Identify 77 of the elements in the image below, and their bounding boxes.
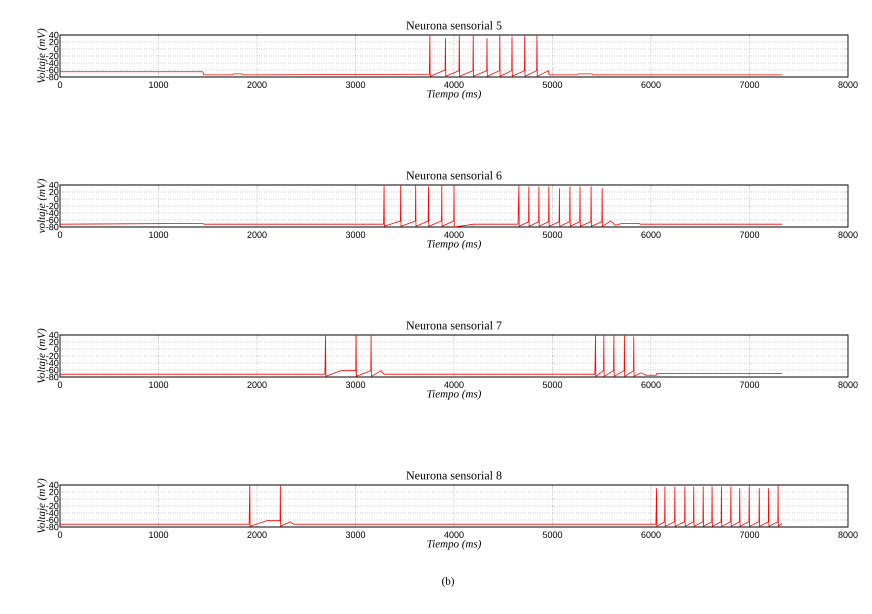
x-tick-label: 2000: [247, 532, 267, 538]
x-tick-label: 7000: [740, 82, 760, 88]
y-tick-label: -40: [46, 210, 58, 216]
y-tick-label: -20: [46, 202, 58, 210]
x-tick-label: 6000: [641, 382, 661, 388]
x-tick-label: 7000: [740, 532, 760, 538]
y-tick-label: -20: [46, 502, 58, 510]
y-tick-label: 40: [49, 32, 58, 38]
chart-title: Neurona sensorial 7: [406, 321, 502, 330]
y-axis-title: voltaje (mV): [37, 179, 48, 234]
x-tick-label: 3000: [346, 82, 366, 88]
y-tick-label: 20: [49, 188, 58, 196]
x-tick-label: 5000: [542, 82, 562, 88]
x-tick-label: 8000: [838, 382, 858, 388]
y-tick-label: 40: [49, 182, 58, 188]
y-tick-label: -60: [46, 366, 58, 374]
y-axis-title: Voltaje (mV): [37, 478, 48, 534]
x-tick-label: 4000: [444, 532, 464, 538]
chart-title: Neurona sensorial 5: [406, 21, 502, 30]
x-tick-label: 8000: [838, 82, 858, 88]
x-tick-label: 2000: [247, 382, 267, 388]
x-axis-title: Tiempo (ms): [427, 90, 481, 100]
x-tick-label: 1000: [149, 232, 168, 238]
y-tick-label: -80: [46, 374, 58, 380]
x-tick-label: 6000: [641, 232, 661, 238]
line-series: [60, 185, 782, 227]
y-tick-label: -60: [46, 516, 58, 524]
x-tick-label: 3000: [346, 532, 366, 538]
x-tick-label: 4000: [444, 232, 464, 238]
chart-title: Neurona sensorial 6: [406, 171, 502, 180]
y-tick-label: 0: [54, 496, 58, 502]
x-tick-label: 4000: [444, 82, 464, 88]
x-axis-title: Tiempo (ms): [427, 240, 481, 250]
y-tick-label: -40: [46, 360, 58, 366]
y-tick-label: -40: [46, 60, 58, 66]
x-tick-label: 3000: [346, 382, 366, 388]
y-axis-title: Voltaje (mV): [37, 328, 48, 384]
x-tick-label: 8000: [838, 232, 858, 238]
x-tick-label: 8000: [838, 532, 858, 538]
y-tick-label: 20: [49, 338, 58, 346]
line-series: [60, 35, 782, 77]
x-tick-label: 4000: [444, 382, 464, 388]
x-tick-label: 2000: [247, 232, 267, 238]
y-tick-label: 0: [54, 196, 58, 202]
x-tick-label: 6000: [641, 532, 661, 538]
y-tick-label: -80: [46, 524, 58, 530]
y-tick-label: -40: [46, 510, 58, 516]
x-tick-label: 7000: [740, 232, 760, 238]
x-axis-title: Tiempo (ms): [427, 390, 481, 400]
y-tick-label: -20: [46, 52, 58, 60]
y-tick-label: 40: [49, 332, 58, 338]
y-tick-label: -20: [46, 352, 58, 360]
x-tick-label: 1000: [149, 382, 168, 388]
y-tick-label: -80: [46, 74, 58, 80]
x-tick-label: 3000: [346, 232, 366, 238]
y-tick-label: 40: [49, 482, 58, 488]
text: (b): [442, 577, 454, 587]
x-axis-title: Tiempo (ms): [427, 540, 481, 550]
x-tick-label: 7000: [740, 382, 760, 388]
x-tick-label: 6000: [641, 82, 661, 88]
y-tick-label: 0: [54, 46, 58, 52]
y-tick-label: -60: [46, 216, 58, 224]
chart-title: Neurona sensorial 8: [406, 471, 502, 480]
y-tick-label: 20: [49, 38, 58, 46]
line-series: [60, 335, 782, 377]
y-tick-label: -60: [46, 66, 58, 74]
y-tick-label: 20: [49, 488, 58, 496]
x-tick-label: 2000: [247, 82, 267, 88]
x-tick-label: 1000: [149, 532, 168, 538]
x-tick-label: 5000: [542, 532, 562, 538]
y-tick-label: 0: [54, 346, 58, 352]
line-series: [60, 485, 782, 527]
x-tick-label: 5000: [542, 382, 562, 388]
y-tick-label: -80: [46, 224, 58, 230]
x-tick-label: 5000: [542, 232, 562, 238]
y-axis-title: Voltaje (mV): [37, 28, 48, 84]
x-tick-label: 1000: [149, 82, 168, 88]
